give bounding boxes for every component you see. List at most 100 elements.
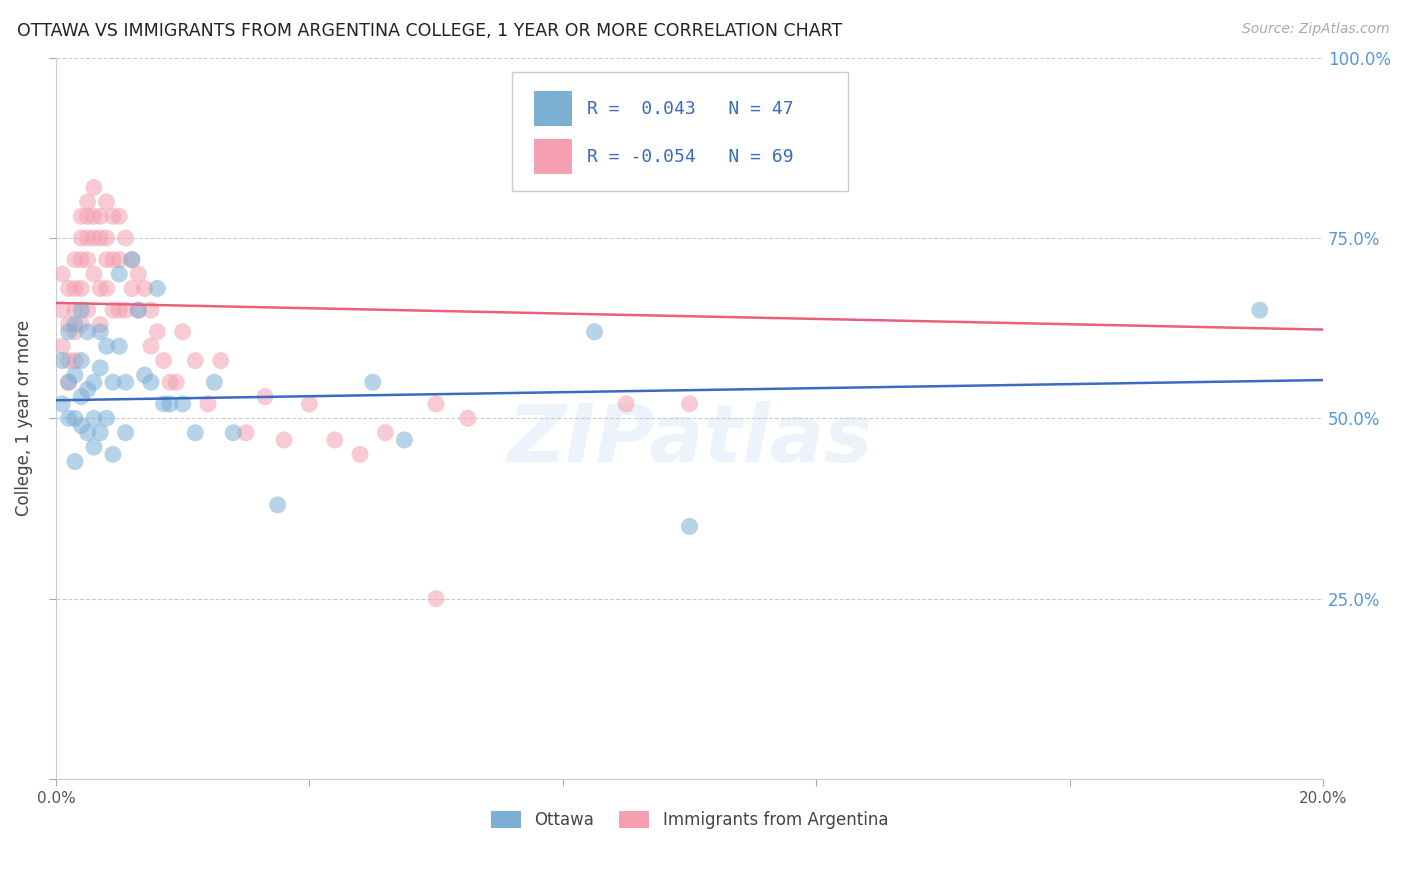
Legend: Ottawa, Immigrants from Argentina: Ottawa, Immigrants from Argentina — [484, 804, 894, 836]
Point — [583, 325, 606, 339]
Point — [58, 318, 80, 332]
Point — [139, 376, 162, 390]
FancyBboxPatch shape — [534, 139, 572, 174]
Point — [127, 267, 149, 281]
Point — [58, 411, 80, 425]
Point — [101, 376, 124, 390]
Point — [298, 397, 321, 411]
Point — [96, 281, 118, 295]
Text: Source: ZipAtlas.com: Source: ZipAtlas.com — [1241, 22, 1389, 37]
Point — [63, 303, 86, 318]
Point — [63, 411, 86, 425]
Point — [76, 252, 98, 267]
Point — [83, 411, 105, 425]
Point — [70, 252, 93, 267]
Point — [114, 376, 136, 390]
Point — [96, 252, 118, 267]
Point — [101, 447, 124, 461]
Point — [58, 376, 80, 390]
Point — [108, 210, 131, 224]
Point — [197, 397, 219, 411]
Point — [63, 281, 86, 295]
Point — [172, 397, 194, 411]
Point — [101, 252, 124, 267]
Point — [51, 397, 73, 411]
Point — [394, 433, 416, 447]
Point — [76, 231, 98, 245]
Point — [266, 498, 288, 512]
Point — [83, 180, 105, 194]
Point — [63, 353, 86, 368]
Y-axis label: College, 1 year or more: College, 1 year or more — [15, 320, 32, 516]
Point — [121, 281, 143, 295]
Point — [96, 339, 118, 353]
Point — [349, 447, 371, 461]
Point — [152, 397, 174, 411]
Point — [70, 418, 93, 433]
Point — [89, 325, 111, 339]
Point — [114, 303, 136, 318]
Point — [89, 425, 111, 440]
Point — [63, 252, 86, 267]
Point — [96, 411, 118, 425]
Point — [89, 318, 111, 332]
Point — [152, 353, 174, 368]
Point — [108, 339, 131, 353]
Point — [89, 231, 111, 245]
Point — [202, 376, 225, 390]
Point — [89, 360, 111, 375]
Point — [63, 325, 86, 339]
Point — [425, 397, 447, 411]
Point — [209, 353, 232, 368]
Point — [101, 210, 124, 224]
Point — [425, 591, 447, 606]
Point — [76, 210, 98, 224]
Point — [51, 267, 73, 281]
Text: R = -0.054   N = 69: R = -0.054 N = 69 — [586, 148, 793, 166]
Point — [146, 325, 169, 339]
Point — [114, 231, 136, 245]
Point — [323, 433, 346, 447]
Point — [374, 425, 396, 440]
Point — [51, 339, 73, 353]
Point — [1249, 303, 1271, 318]
Point — [108, 267, 131, 281]
Point — [58, 281, 80, 295]
Text: ZIPatlas: ZIPatlas — [508, 401, 872, 479]
Point — [222, 425, 245, 440]
Point — [58, 376, 80, 390]
Point — [51, 353, 73, 368]
Point — [253, 390, 276, 404]
Point — [108, 252, 131, 267]
Point — [70, 303, 93, 318]
Point — [83, 376, 105, 390]
Point — [76, 194, 98, 209]
Point — [172, 325, 194, 339]
Text: R =  0.043   N = 47: R = 0.043 N = 47 — [586, 100, 793, 118]
Point — [58, 353, 80, 368]
Point — [89, 281, 111, 295]
Point — [63, 318, 86, 332]
FancyBboxPatch shape — [534, 91, 572, 126]
Point — [184, 353, 207, 368]
Point — [63, 454, 86, 468]
Text: OTTAWA VS IMMIGRANTS FROM ARGENTINA COLLEGE, 1 YEAR OR MORE CORRELATION CHART: OTTAWA VS IMMIGRANTS FROM ARGENTINA COLL… — [17, 22, 842, 40]
Point — [96, 194, 118, 209]
Point — [83, 210, 105, 224]
Point — [127, 303, 149, 318]
Point — [70, 318, 93, 332]
Point — [165, 376, 187, 390]
Point — [134, 281, 156, 295]
Point — [89, 210, 111, 224]
Point — [63, 368, 86, 382]
Point — [83, 231, 105, 245]
Point — [457, 411, 479, 425]
Point — [361, 376, 384, 390]
Point — [76, 325, 98, 339]
FancyBboxPatch shape — [512, 72, 848, 191]
Point — [51, 303, 73, 318]
Point — [70, 390, 93, 404]
Point — [273, 433, 295, 447]
Point — [76, 425, 98, 440]
Point — [134, 368, 156, 382]
